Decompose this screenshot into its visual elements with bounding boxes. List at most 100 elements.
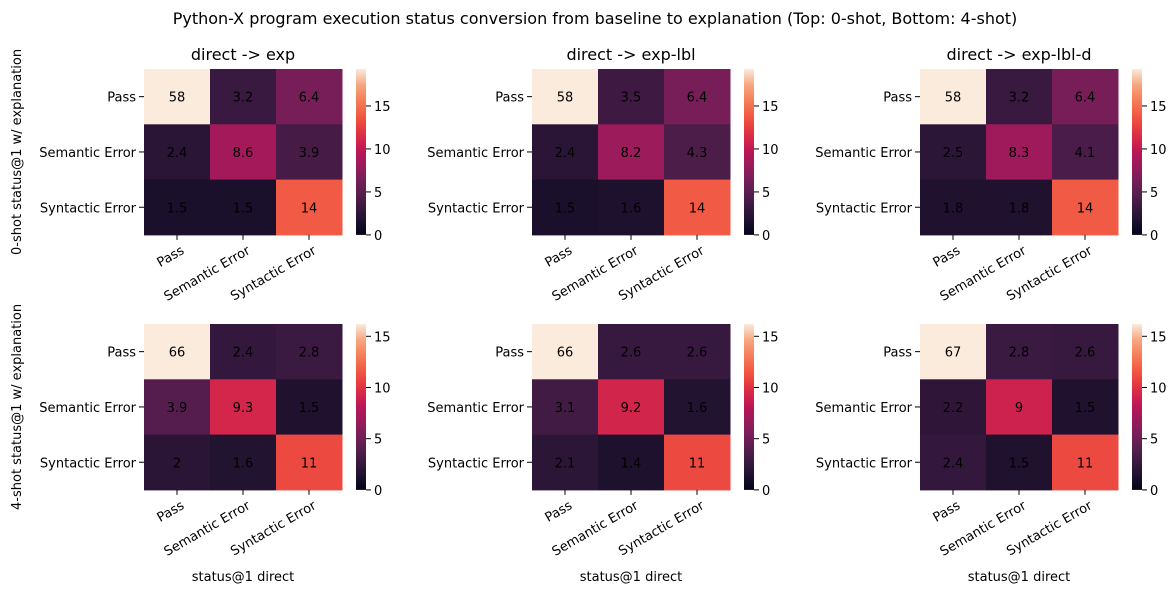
- colorbar-tick-label: 5: [374, 186, 382, 201]
- cell-value-label: 2.8: [1009, 346, 1030, 361]
- y-tick-label: Semantic Error: [427, 401, 524, 416]
- heatmap-panel: 58 3.2 6.4 2.4 8.6 3.9 1.5 1.5 14 Pass Semantic Er…: [10, 45, 391, 305]
- colorbar: [744, 324, 754, 490]
- cell-value-label: 3.9: [167, 401, 188, 416]
- colorbar: [1132, 69, 1142, 235]
- y-tick-label: Semantic Error: [815, 401, 912, 416]
- x-tick-label: Pass: [543, 498, 576, 525]
- heatmap-cell: [598, 179, 665, 236]
- cell-value-label: 1.5: [167, 201, 188, 216]
- cell-value-label: 11: [301, 456, 318, 471]
- heatmap-cell: [1052, 124, 1119, 181]
- x-axis-label: status@1 direct: [968, 570, 1071, 585]
- heatmap-cell: [276, 179, 343, 236]
- heatmap-cell: [598, 124, 665, 181]
- heatmap-cell: [532, 69, 599, 125]
- cell-value-label: 3.5: [621, 91, 642, 106]
- cell-value-label: 1.4: [621, 456, 642, 471]
- cell-value-label: 2.6: [621, 346, 642, 361]
- heatmap-cell: [920, 124, 987, 181]
- colorbar: [1132, 324, 1142, 490]
- heatmap-panel: 58 3.5 6.4 2.4 8.2 4.3 1.5 1.6 14 Pass Semantic Er…: [427, 45, 778, 305]
- cell-value-label: 9.3: [233, 401, 254, 416]
- colorbar-tick-label: 15: [762, 100, 779, 115]
- cell-value-label: 58: [169, 91, 186, 106]
- y-tick-label: Semantic Error: [39, 146, 136, 161]
- colorbar-tick-label: 0: [762, 229, 770, 244]
- heatmap-cell: [664, 434, 731, 491]
- cell-value-label: 9: [1015, 401, 1023, 416]
- panel-title: direct -> exp-lbl-d: [946, 45, 1091, 64]
- y-tick-label: Pass: [883, 91, 912, 106]
- heatmap-cell: [276, 434, 343, 491]
- cell-value-label: 2.1: [555, 456, 576, 471]
- colorbar-tick-label: 15: [374, 330, 391, 345]
- cell-value-label: 66: [169, 346, 186, 361]
- y-tick-label: Syntactic Error: [40, 201, 137, 216]
- colorbar: [356, 69, 366, 235]
- y-tick-label: Syntactic Error: [428, 201, 525, 216]
- cell-value-label: 14: [301, 201, 318, 216]
- cell-value-label: 11: [689, 456, 706, 471]
- x-axis-label: status@1 direct: [580, 570, 683, 585]
- y-tick-label: Semantic Error: [815, 146, 912, 161]
- colorbar-tick-label: 5: [1150, 186, 1158, 201]
- y-tick-label: Pass: [495, 91, 524, 106]
- cell-value-label: 2.6: [687, 346, 708, 361]
- heatmap-panel: 67 2.8 2.6 2.2 9 1.5 2.4 1.5 11 Pass Semantic Erro…: [815, 324, 1167, 585]
- heatmap-cell: [532, 124, 599, 181]
- heatmap-cell: [598, 324, 665, 380]
- cell-value-label: 1.5: [233, 201, 254, 216]
- colorbar-tick-label: 5: [1150, 433, 1158, 448]
- heatmap-cell: [210, 124, 277, 181]
- colorbar-tick-label: 10: [762, 381, 779, 396]
- heatmap-cell: [986, 69, 1053, 125]
- cell-value-label: 14: [1077, 201, 1094, 216]
- cell-value-label: 2.8: [299, 346, 320, 361]
- cell-value-label: 1.8: [1009, 201, 1030, 216]
- colorbar: [356, 324, 366, 490]
- y-tick-label: Pass: [107, 91, 136, 106]
- heatmap-cell: [598, 434, 665, 491]
- cell-value-label: 2: [173, 456, 181, 471]
- y-tick-label: Syntactic Error: [40, 456, 137, 471]
- heatmap-cell: [986, 434, 1053, 491]
- heatmap-cell: [144, 434, 211, 491]
- figure-title: Python-X program execution status conver…: [173, 9, 1018, 28]
- cell-value-label: 1.8: [943, 201, 964, 216]
- cell-value-label: 2.6: [1075, 346, 1096, 361]
- cell-value-label: 1.6: [621, 201, 642, 216]
- heatmap-cell: [920, 379, 987, 436]
- heatmap-cell: [144, 124, 211, 181]
- cell-value-label: 1.5: [555, 201, 576, 216]
- cell-value-label: 8.6: [233, 146, 254, 161]
- heatmap-cell: [664, 124, 731, 181]
- cell-value-label: 4.3: [687, 146, 708, 161]
- cell-value-label: 58: [945, 91, 962, 106]
- colorbar-tick-label: 10: [762, 143, 779, 158]
- heatmap-cell: [664, 379, 731, 436]
- cell-value-label: 1.5: [1075, 401, 1096, 416]
- cell-value-label: 8.3: [1009, 146, 1030, 161]
- heatmap-cell: [598, 69, 665, 125]
- y-tick-label: Syntactic Error: [428, 456, 525, 471]
- heatmap-cell: [532, 324, 599, 380]
- x-tick-label: Pass: [931, 243, 964, 270]
- heatmap-cell: [920, 179, 987, 236]
- y-tick-label: Semantic Error: [427, 146, 524, 161]
- heatmap-cell: [210, 379, 277, 436]
- cell-value-label: 3.9: [299, 146, 320, 161]
- colorbar-tick-label: 10: [1150, 143, 1167, 158]
- cell-value-label: 11: [1077, 456, 1094, 471]
- heatmap-cell: [664, 179, 731, 236]
- colorbar-tick-label: 10: [374, 143, 391, 158]
- cell-value-label: 3.2: [233, 91, 254, 106]
- heatmap-cell: [144, 69, 211, 125]
- cell-value-label: 14: [689, 201, 706, 216]
- colorbar-tick-label: 10: [374, 381, 391, 396]
- cell-value-label: 2.4: [167, 146, 188, 161]
- heatmap-cell: [276, 124, 343, 181]
- heatmap-cell: [920, 324, 987, 380]
- colorbar: [744, 69, 754, 235]
